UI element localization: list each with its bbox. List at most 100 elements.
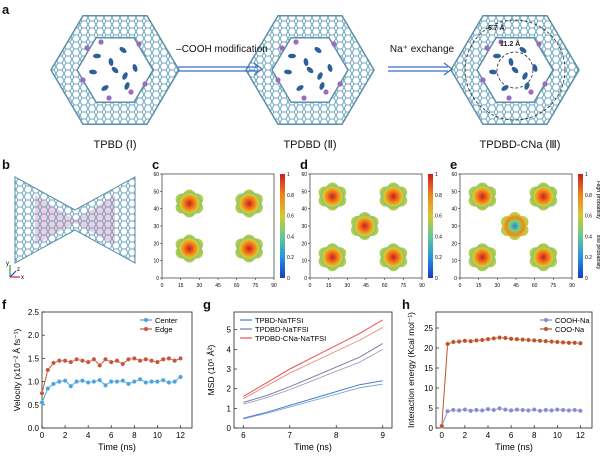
- data-point: [445, 341, 450, 347]
- colorbar-tick: 0.6: [435, 214, 442, 220]
- probability-region: [529, 243, 558, 272]
- data-point: [178, 374, 183, 380]
- data-point: [543, 407, 549, 413]
- data-point: [560, 340, 566, 345]
- anion-molecule: [132, 64, 138, 72]
- anion-molecule: [317, 72, 323, 80]
- x-tick-label: 4: [86, 431, 91, 440]
- probability-region: [235, 234, 263, 263]
- data-point: [155, 359, 160, 365]
- heatmap-y-tick: 30: [451, 224, 457, 230]
- y-tick-label: 25: [424, 324, 433, 333]
- colorbar-tick: 0: [435, 276, 438, 282]
- y-axis-label: MSD (10⁵ Å²): [206, 344, 216, 395]
- data-point: [166, 356, 172, 361]
- anion-molecule: [522, 72, 528, 80]
- data-point: [491, 407, 497, 413]
- x-tick-label: 8: [132, 431, 137, 440]
- data-point: [456, 408, 462, 413]
- colorbar-low-label: low probability: [595, 235, 600, 270]
- sodium-ion: [142, 81, 148, 87]
- data-point: [160, 356, 166, 362]
- data-point: [514, 407, 520, 412]
- x-axis-label: Time (ns): [98, 442, 136, 452]
- colorbar-tick: 0.6: [287, 214, 294, 220]
- heatmap-y-tick: 0: [304, 276, 307, 282]
- x-tick-label: 10: [153, 431, 162, 440]
- data-point: [166, 380, 172, 385]
- y-tick-label: 4: [227, 345, 232, 354]
- svg-text:x: x: [21, 275, 24, 281]
- x-tick-label: 12: [176, 431, 185, 440]
- data-point: [497, 335, 502, 340]
- anion-molecule: [124, 82, 130, 90]
- data-point: [566, 408, 572, 413]
- probability-heatmap-e: 0 15 30 45 60 75 90 0 10 20 30 40 50 60 0 0.2 0.4 0.6 0.8 1…: [451, 172, 600, 289]
- heatmap-x-tick: 90: [419, 283, 425, 289]
- svg-text:y: y: [6, 261, 9, 267]
- x-tick-label: 8: [532, 431, 537, 440]
- probability-region: [351, 212, 379, 240]
- y-tick-label: 2.5: [28, 308, 40, 317]
- y-axis-label: Velocity (x10⁻² Å fs⁻¹): [12, 329, 22, 412]
- anion-molecule: [327, 64, 333, 72]
- data-point: [549, 408, 554, 413]
- data-point: [85, 359, 91, 365]
- heatmap-y-tick: 60: [451, 172, 457, 178]
- heatmap-y-tick: 50: [153, 189, 159, 195]
- anion-molecule: [493, 53, 501, 59]
- legend-label: TPDBD-NaTFSI: [255, 325, 309, 334]
- anion-molecule: [314, 46, 322, 54]
- data-point: [572, 340, 578, 346]
- panel-label-b: b: [2, 157, 10, 172]
- heatmap-y-tick: 60: [153, 172, 159, 178]
- sodium-ion: [498, 39, 504, 45]
- series-coo-na: [439, 335, 583, 429]
- colorbar-tick: 0.8: [287, 193, 294, 199]
- data-point: [554, 339, 560, 345]
- data-point: [508, 408, 514, 413]
- sodium-ion: [323, 89, 329, 95]
- data-point: [537, 338, 543, 344]
- heatmap-x-tick: 60: [382, 283, 388, 289]
- y-tick-label: 1: [227, 404, 232, 413]
- heatmap-y-tick: 30: [153, 224, 159, 230]
- colorbar-tick: 0.2: [585, 255, 592, 261]
- probability-region: [379, 182, 408, 211]
- colorbar-tick: 0.2: [435, 255, 442, 261]
- data-point: [68, 359, 74, 365]
- y-tick-label: 1.5: [28, 354, 40, 363]
- anion-molecule: [122, 72, 128, 80]
- sodium-ion: [136, 41, 142, 47]
- data-point: [479, 337, 485, 343]
- data-point: [491, 336, 497, 341]
- anion-molecule: [508, 58, 514, 66]
- y-tick-label: 5: [429, 404, 434, 413]
- arrow-label-cooh: –COOH modification: [176, 44, 268, 55]
- heatmap-y-tick: 0: [454, 276, 457, 282]
- data-point: [549, 339, 554, 344]
- data-point: [149, 379, 154, 384]
- heatmap-x-tick: 15: [476, 283, 482, 289]
- sodium-ion: [293, 39, 299, 45]
- heatmap-x-tick: 30: [495, 283, 501, 289]
- data-point: [526, 337, 531, 343]
- data-point: [502, 335, 508, 341]
- series-line: [243, 319, 383, 397]
- y-axis-label: Interaction energy (Kcal mol⁻¹): [406, 312, 416, 428]
- y-tick-label: 2: [227, 385, 232, 394]
- series-fit-line: [243, 349, 383, 405]
- probability-region: [379, 243, 408, 272]
- data-point: [103, 356, 108, 362]
- series-tpdbd-cna-natfsi: [243, 319, 383, 400]
- probability-heatmap-d: 0 15 30 45 60 75 90 0 10 20 30 40 50 60 0 0.2 0.4 0.6 0.8 1: [301, 172, 442, 289]
- x-tick-label: 9: [380, 431, 385, 440]
- structure-caption-1: TPBD (Ⅰ): [93, 139, 137, 151]
- data-point: [143, 356, 149, 362]
- arrow-2: [388, 62, 453, 76]
- panel-label-a: a: [2, 2, 10, 17]
- colorbar-tick: 1: [435, 172, 438, 178]
- heatmap-x-tick: 75: [401, 283, 407, 289]
- data-point: [91, 379, 97, 384]
- series-center: [39, 374, 183, 405]
